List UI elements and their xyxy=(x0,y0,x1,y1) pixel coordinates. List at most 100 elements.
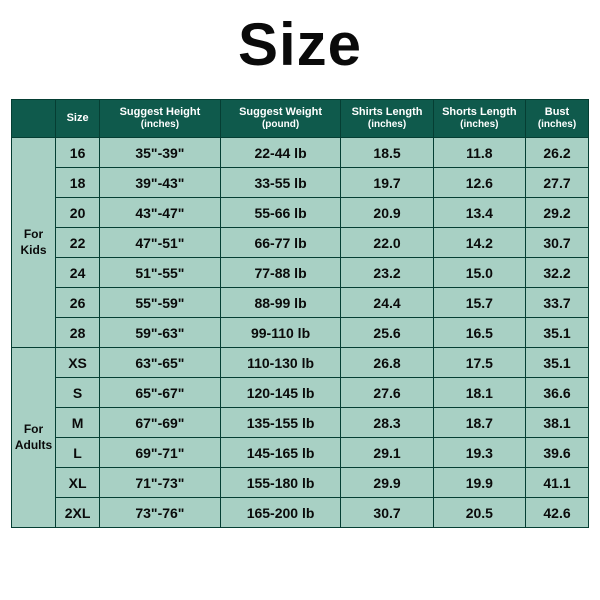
table-body: ForKids1635"-39"22-44 lb18.511.826.21839… xyxy=(12,138,589,528)
cell-bust: 38.1 xyxy=(526,408,589,438)
cell-size: M xyxy=(56,408,100,438)
cell-short: 16.5 xyxy=(433,318,525,348)
col-weight: Suggest Weight(pound) xyxy=(220,100,341,138)
cell-shirt: 29.1 xyxy=(341,438,433,468)
cell-bust: 26.2 xyxy=(526,138,589,168)
cell-weight: 77-88 lb xyxy=(220,258,341,288)
cell-size: 26 xyxy=(56,288,100,318)
cell-shirt: 22.0 xyxy=(341,228,433,258)
table-row: S65"-67"120-145 lb27.618.136.6 xyxy=(12,378,589,408)
cell-size: L xyxy=(56,438,100,468)
col-shirt: Shirts Length(inches) xyxy=(341,100,433,138)
cell-weight: 110-130 lb xyxy=(220,348,341,378)
cell-size: 28 xyxy=(56,318,100,348)
table-row: 2043"-47"55-66 lb20.913.429.2 xyxy=(12,198,589,228)
cell-size: 18 xyxy=(56,168,100,198)
cell-short: 18.7 xyxy=(433,408,525,438)
cell-weight: 135-155 lb xyxy=(220,408,341,438)
cell-height: 39"-43" xyxy=(100,168,221,198)
cell-short: 11.8 xyxy=(433,138,525,168)
cell-size: 22 xyxy=(56,228,100,258)
cell-bust: 30.7 xyxy=(526,228,589,258)
group-label: ForAdults xyxy=(12,348,56,528)
cell-shirt: 23.2 xyxy=(341,258,433,288)
cell-short: 12.6 xyxy=(433,168,525,198)
cell-weight: 99-110 lb xyxy=(220,318,341,348)
cell-size: S xyxy=(56,378,100,408)
size-table-container: Size Suggest Height(inches) Suggest Weig… xyxy=(11,99,589,528)
cell-height: 69"-71" xyxy=(100,438,221,468)
cell-height: 59"-63" xyxy=(100,318,221,348)
cell-shirt: 20.9 xyxy=(341,198,433,228)
cell-bust: 35.1 xyxy=(526,318,589,348)
cell-short: 18.1 xyxy=(433,378,525,408)
cell-bust: 29.2 xyxy=(526,198,589,228)
table-row: M67"-69"135-155 lb28.318.738.1 xyxy=(12,408,589,438)
cell-weight: 66-77 lb xyxy=(220,228,341,258)
table-row: 2XL73"-76"165-200 lb30.720.542.6 xyxy=(12,498,589,528)
table-row: 2859"-63"99-110 lb25.616.535.1 xyxy=(12,318,589,348)
group-label: ForKids xyxy=(12,138,56,348)
cell-height: 71"-73" xyxy=(100,468,221,498)
cell-height: 35"-39" xyxy=(100,138,221,168)
cell-weight: 145-165 lb xyxy=(220,438,341,468)
col-size: Size xyxy=(56,100,100,138)
cell-bust: 36.6 xyxy=(526,378,589,408)
cell-shirt: 19.7 xyxy=(341,168,433,198)
page-title: Size xyxy=(238,10,362,79)
cell-short: 14.2 xyxy=(433,228,525,258)
table-row: ForAdultsXS63"-65"110-130 lb26.817.535.1 xyxy=(12,348,589,378)
cell-bust: 41.1 xyxy=(526,468,589,498)
cell-short: 13.4 xyxy=(433,198,525,228)
cell-weight: 88-99 lb xyxy=(220,288,341,318)
cell-shirt: 18.5 xyxy=(341,138,433,168)
col-bust: Bust(inches) xyxy=(526,100,589,138)
col-short: Shorts Length(inches) xyxy=(433,100,525,138)
cell-size: XS xyxy=(56,348,100,378)
table-row: L69"-71"145-165 lb29.119.339.6 xyxy=(12,438,589,468)
cell-shirt: 27.6 xyxy=(341,378,433,408)
header-row: Size Suggest Height(inches) Suggest Weig… xyxy=(12,100,589,138)
cell-bust: 35.1 xyxy=(526,348,589,378)
size-table: Size Suggest Height(inches) Suggest Weig… xyxy=(11,99,589,528)
cell-weight: 33-55 lb xyxy=(220,168,341,198)
cell-bust: 39.6 xyxy=(526,438,589,468)
cell-bust: 32.2 xyxy=(526,258,589,288)
cell-shirt: 30.7 xyxy=(341,498,433,528)
cell-weight: 165-200 lb xyxy=(220,498,341,528)
table-row: 1839"-43"33-55 lb19.712.627.7 xyxy=(12,168,589,198)
cell-bust: 27.7 xyxy=(526,168,589,198)
cell-bust: 42.6 xyxy=(526,498,589,528)
cell-shirt: 28.3 xyxy=(341,408,433,438)
cell-weight: 155-180 lb xyxy=(220,468,341,498)
cell-height: 43"-47" xyxy=(100,198,221,228)
cell-height: 47"-51" xyxy=(100,228,221,258)
cell-height: 65"-67" xyxy=(100,378,221,408)
cell-shirt: 24.4 xyxy=(341,288,433,318)
cell-size: 24 xyxy=(56,258,100,288)
cell-height: 73"-76" xyxy=(100,498,221,528)
cell-bust: 33.7 xyxy=(526,288,589,318)
col-height: Suggest Height(inches) xyxy=(100,100,221,138)
cell-height: 67"-69" xyxy=(100,408,221,438)
table-row: 2655"-59"88-99 lb24.415.733.7 xyxy=(12,288,589,318)
table-row: 2247"-51"66-77 lb22.014.230.7 xyxy=(12,228,589,258)
cell-height: 51"-55" xyxy=(100,258,221,288)
cell-weight: 55-66 lb xyxy=(220,198,341,228)
cell-weight: 120-145 lb xyxy=(220,378,341,408)
cell-short: 19.3 xyxy=(433,438,525,468)
cell-height: 63"-65" xyxy=(100,348,221,378)
cell-short: 19.9 xyxy=(433,468,525,498)
cell-height: 55"-59" xyxy=(100,288,221,318)
cell-weight: 22-44 lb xyxy=(220,138,341,168)
cell-shirt: 26.8 xyxy=(341,348,433,378)
cell-short: 15.7 xyxy=(433,288,525,318)
cell-size: 16 xyxy=(56,138,100,168)
cell-size: 2XL xyxy=(56,498,100,528)
col-group-blank xyxy=(12,100,56,138)
cell-short: 17.5 xyxy=(433,348,525,378)
table-row: XL71"-73"155-180 lb29.919.941.1 xyxy=(12,468,589,498)
table-row: ForKids1635"-39"22-44 lb18.511.826.2 xyxy=(12,138,589,168)
cell-size: 20 xyxy=(56,198,100,228)
cell-size: XL xyxy=(56,468,100,498)
